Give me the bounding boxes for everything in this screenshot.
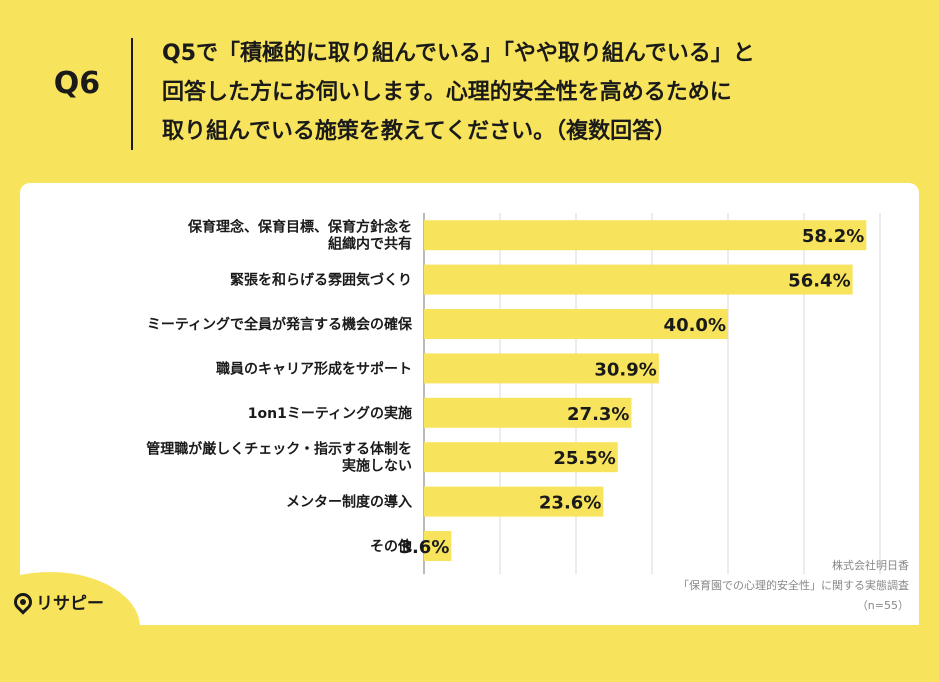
question-line-3: 取り組んでいる施策を教えてください。（複数回答）	[162, 119, 677, 144]
data-label: 25.5%	[553, 448, 615, 469]
category-label: 1on1ミーティングの実施	[248, 405, 412, 422]
category-label: その他	[370, 538, 412, 555]
bar	[424, 309, 728, 339]
logo: リサピー	[10, 588, 104, 615]
logo-text: リサピー	[36, 594, 104, 614]
source-sample-size: （n=55）	[856, 599, 909, 612]
question-number: Q6	[53, 66, 101, 101]
data-label: 27.3%	[567, 404, 629, 425]
question-text: Q5で「積極的に取り組んでいる」「やや取り組んでいる」と 回答した方にお伺いしま…	[162, 34, 922, 151]
bar	[424, 442, 618, 473]
bar	[424, 486, 604, 517]
category-label: 管理職が厳しくチェック・指示する体制を	[146, 441, 412, 458]
bar	[424, 397, 632, 428]
data-label: 30.9%	[594, 359, 656, 380]
category-label: 緊張を和らげる雰囲気づくり	[230, 272, 412, 289]
source-note: 株式会社明日香 「保育園での心理的安全性」に関する実態調査 （n=55）	[678, 556, 909, 616]
category-label: 職員のキャリア形成をサポート	[216, 360, 412, 377]
source-survey: 「保育園での心理的安全性」に関する実態調査	[678, 579, 909, 592]
bar	[424, 264, 853, 295]
category-label: ミーティングで全員が発言する機会の確保	[147, 316, 413, 333]
data-label: 23.6%	[539, 493, 601, 514]
category-label: 保育理念、保育目標、保育方針念を	[187, 219, 412, 236]
data-label: 56.4%	[788, 271, 850, 292]
question-line-1: Q5で「積極的に取り組んでいる」「やや取り組んでいる」と	[162, 41, 755, 66]
header-divider	[131, 38, 133, 150]
bar	[424, 531, 452, 561]
question-line-2: 回答した方にお伺いします。心理的安全性を高めるために	[162, 80, 732, 105]
category-label: メンター制度の導入	[286, 494, 412, 511]
category-label: 実施しない	[342, 458, 412, 475]
data-label: 58.2%	[802, 226, 864, 247]
data-label: 40.0%	[664, 315, 726, 336]
location-pin-icon	[10, 588, 36, 615]
bar	[424, 220, 867, 251]
category-label: 組織内で共有	[328, 236, 412, 253]
source-company: 株式会社明日香	[832, 559, 909, 572]
data-label: 3.6%	[399, 537, 449, 558]
bar	[424, 353, 659, 384]
header: Q6 Q5で「積極的に取り組んでいる」「やや取り組んでいる」と 回答した方にお伺…	[0, 0, 939, 180]
